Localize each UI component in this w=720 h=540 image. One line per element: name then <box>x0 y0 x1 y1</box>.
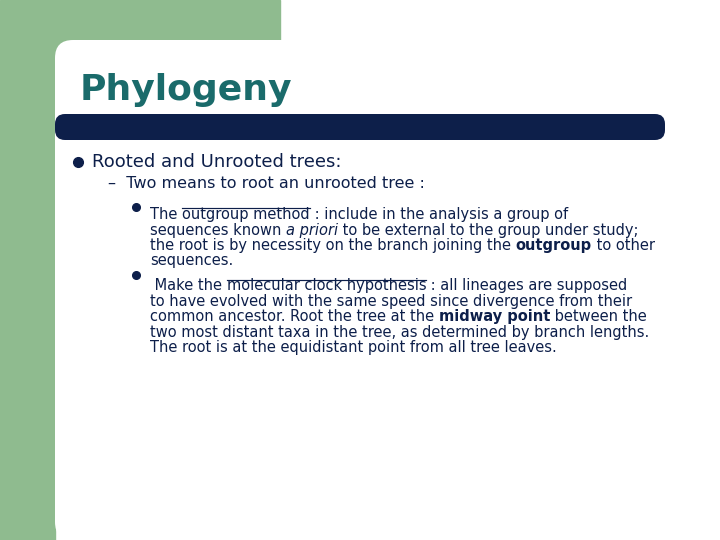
Text: to have evolved with the same speed since divergence from their: to have evolved with the same speed sinc… <box>150 294 632 309</box>
Text: common ancestor. Root the tree at the: common ancestor. Root the tree at the <box>150 309 438 325</box>
Text: sequences known: sequences known <box>150 222 286 238</box>
Bar <box>55 0 280 125</box>
Text: the root is by necessity on the branch joining the: the root is by necessity on the branch j… <box>150 238 516 253</box>
Bar <box>0 0 55 540</box>
Text: outgroup method: outgroup method <box>182 207 310 222</box>
Text: Make the: Make the <box>150 278 227 293</box>
Text: to be external to the group under study;: to be external to the group under study; <box>338 222 639 238</box>
Text: two most distant taxa in the tree, as determined by branch lengths.: two most distant taxa in the tree, as de… <box>150 325 649 340</box>
Text: –  Two means to root an unrooted tree :: – Two means to root an unrooted tree : <box>108 177 425 192</box>
Text: between the: between the <box>550 309 647 325</box>
Text: The: The <box>150 207 182 222</box>
FancyBboxPatch shape <box>55 114 665 140</box>
FancyBboxPatch shape <box>55 40 720 540</box>
Text: Rooted and Unrooted trees:: Rooted and Unrooted trees: <box>92 153 341 171</box>
Text: a priori: a priori <box>286 222 338 238</box>
Text: molecular clock hypothesis: molecular clock hypothesis <box>227 278 426 293</box>
Text: Phylogeny: Phylogeny <box>80 73 292 107</box>
Text: outgroup: outgroup <box>516 238 592 253</box>
Text: sequences.: sequences. <box>150 253 233 268</box>
Text: : include in the analysis a group of: : include in the analysis a group of <box>310 207 568 222</box>
Text: midway point: midway point <box>438 309 550 325</box>
Text: The root is at the equidistant point from all tree leaves.: The root is at the equidistant point fro… <box>150 340 557 355</box>
Text: to other: to other <box>592 238 654 253</box>
Text: : all lineages are supposed: : all lineages are supposed <box>426 278 628 293</box>
